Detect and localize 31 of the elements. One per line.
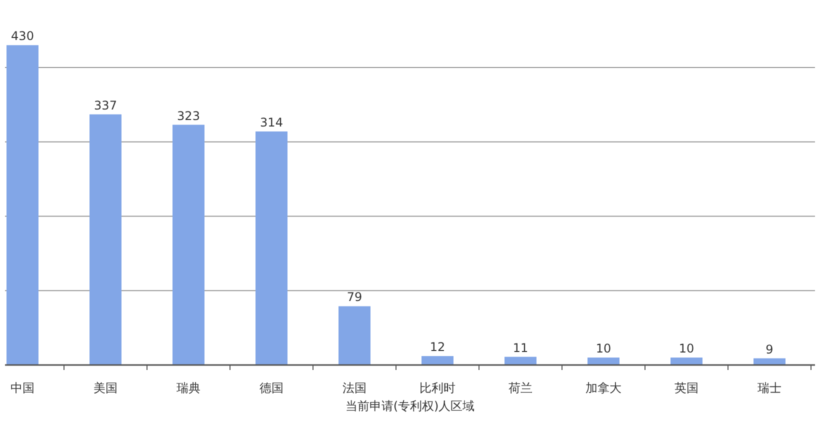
data-label: 314	[260, 115, 283, 130]
x-tick-label: 瑞典	[176, 381, 200, 395]
data-label: 323	[177, 108, 200, 123]
data-label: 11	[512, 340, 528, 355]
bar	[670, 358, 702, 365]
bar	[90, 114, 122, 365]
bar	[504, 356, 536, 365]
x-tick-label: 中国	[10, 381, 34, 395]
bar	[422, 356, 454, 365]
bar	[6, 45, 38, 365]
data-label: 12	[430, 340, 446, 354]
x-tick-label: 英国	[674, 381, 698, 395]
data-label: 10	[596, 342, 612, 356]
data-label: 10	[678, 342, 694, 356]
bar	[256, 131, 288, 365]
data-label: 430	[11, 29, 34, 44]
x-tick-label: 比利时	[420, 381, 456, 395]
bar	[172, 124, 204, 365]
x-axis-title: 当前申请(专利权)人区域	[345, 399, 475, 413]
x-tick-label: 荷兰	[508, 381, 532, 395]
x-tick-label: 瑞士	[758, 381, 782, 395]
x-tick-label: 加拿大	[586, 381, 622, 395]
x-tick-label: 法国	[342, 381, 366, 395]
x-tick-label: 美国	[94, 381, 118, 395]
bar	[338, 306, 370, 365]
x-tick-label: 德国	[260, 381, 284, 395]
bar	[754, 358, 786, 365]
data-label: 9	[766, 342, 774, 356]
data-label: 79	[346, 290, 362, 304]
data-label: 337	[94, 98, 117, 112]
bar	[588, 358, 620, 365]
